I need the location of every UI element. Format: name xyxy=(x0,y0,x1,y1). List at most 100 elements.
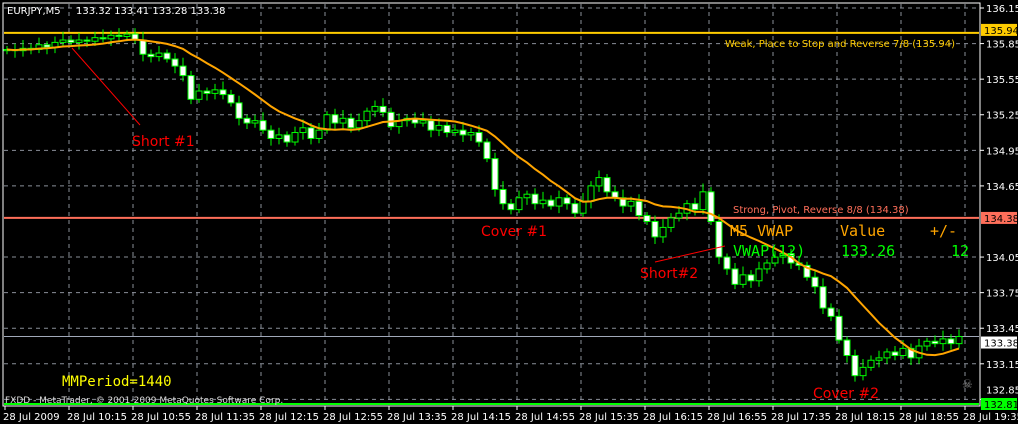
candle-bull xyxy=(91,37,99,42)
candle-bear xyxy=(187,75,195,100)
candle-bull xyxy=(579,200,587,214)
x-tick-label: 28 Jul 12:55 xyxy=(323,412,383,423)
candle-bull xyxy=(675,212,683,219)
x-tick-label: 28 Jul 15:35 xyxy=(579,412,639,423)
candle-bull xyxy=(451,129,459,134)
candle-bear xyxy=(691,203,699,211)
candle-bear xyxy=(43,44,51,48)
short1-annotation: Short #1 xyxy=(132,134,195,150)
candle-bull xyxy=(875,357,883,361)
candle-bear xyxy=(835,315,843,341)
candle-bull xyxy=(467,132,475,136)
candle-bull xyxy=(539,199,547,205)
candle-bear xyxy=(387,111,395,128)
copyright-text: FXDD - MetaTrader, © 2001-2009 MetaQuote… xyxy=(5,396,283,406)
price-label-box xyxy=(981,336,1017,349)
candle-bull xyxy=(587,185,595,202)
skull-icon: ☠ xyxy=(962,377,973,391)
candle-bull xyxy=(363,110,371,122)
candle-bull xyxy=(739,274,747,285)
candle-bull xyxy=(291,132,299,143)
candle-bear xyxy=(459,129,467,136)
candle-bull xyxy=(659,226,667,238)
candle-bull xyxy=(555,197,563,207)
candle-bear xyxy=(115,34,123,37)
vwap-row-change: 12 xyxy=(951,242,969,260)
candle-bear xyxy=(547,199,555,207)
x-tick-label: 28 Jul 13:35 xyxy=(387,412,447,423)
candle-bear xyxy=(379,105,387,113)
candle-bear xyxy=(499,188,507,205)
candle-bear xyxy=(747,274,755,282)
candle-bear xyxy=(803,264,811,278)
candle-bear xyxy=(947,338,955,345)
strong-level-label: Strong, Pivot, Reverse 8/8 (134.38) xyxy=(733,205,909,216)
y-tick-label: 134.65 xyxy=(986,182,1018,193)
candle-bull xyxy=(755,268,763,282)
y-tick-label: 135.85 xyxy=(986,40,1018,51)
candle-bull xyxy=(371,105,379,112)
candle-bear xyxy=(443,124,451,134)
candle-bear xyxy=(715,220,723,258)
candle-bull xyxy=(667,217,675,228)
candle-bear xyxy=(475,132,483,143)
candle-bear xyxy=(483,141,491,160)
candle-bear xyxy=(819,286,827,309)
candle-bear xyxy=(139,39,147,55)
candle-bear xyxy=(723,256,731,270)
candle-bear xyxy=(267,129,275,139)
candle-bull xyxy=(339,117,347,124)
candle-bear xyxy=(83,39,91,42)
weak-level-label: Weak, Place to Stop and Reverse 7/8 (135… xyxy=(725,39,955,50)
candle-bear xyxy=(827,307,835,317)
symbol-label: EURJPY,M5 xyxy=(7,6,61,17)
candle-bull xyxy=(75,39,83,43)
vwap-row-value: 133.26 xyxy=(841,242,895,260)
x-tick-label: 28 Jul 10:15 xyxy=(67,412,127,423)
y-tick-label: 133.75 xyxy=(986,289,1018,300)
candle-bear xyxy=(507,203,515,211)
x-tick-label: 28 Jul 16:15 xyxy=(643,412,703,423)
candle-bear xyxy=(731,268,739,285)
candle-bear xyxy=(891,351,899,356)
y-tick-label: 135.25 xyxy=(986,111,1018,122)
x-tick-label: 28 Jul 12:15 xyxy=(259,412,319,423)
candle-bull xyxy=(419,120,427,124)
candle-bear xyxy=(283,134,291,143)
candle-bull xyxy=(867,359,875,368)
moving-average-line xyxy=(6,38,960,357)
candle-bear xyxy=(531,193,539,205)
candle-bull xyxy=(523,193,531,199)
candle-bull xyxy=(883,351,891,359)
candle-bear xyxy=(219,89,227,96)
plot-frame xyxy=(2,2,981,407)
y-tick-label: 135.55 xyxy=(986,75,1018,86)
x-tick-label: 28 Jul 19:35 xyxy=(963,412,1018,423)
candle-bear xyxy=(603,177,611,193)
candle-bear xyxy=(67,39,75,43)
candle-bull xyxy=(123,33,131,37)
candle-bull xyxy=(299,127,307,134)
candle-bull xyxy=(59,39,67,43)
candle-bull xyxy=(699,191,707,211)
candle-bull xyxy=(763,262,771,270)
x-tick-label: 28 Jul 18:55 xyxy=(899,412,959,423)
candle-bear xyxy=(811,276,819,288)
candle-bull xyxy=(515,197,523,211)
candle-bull xyxy=(155,52,163,58)
x-tick-label: 28 Jul 18:15 xyxy=(835,412,895,423)
candle-bear xyxy=(563,197,571,205)
candle-bear xyxy=(643,215,651,222)
price-axis[interactable]: 136.15 135.85 135.55 135.25 134.95 134.65 134.… xyxy=(980,4,1018,411)
price-label: 135.94 xyxy=(984,26,1018,37)
candle-bear xyxy=(851,354,859,377)
time-axis[interactable]: 28 Jul 2009 28 Jul 10:15 28 Jul 10:55 28 Ju… xyxy=(3,406,1018,423)
candle-bull xyxy=(275,134,283,139)
candle-bull xyxy=(315,129,323,139)
candle-bear xyxy=(235,102,243,119)
candle-bear xyxy=(843,339,851,356)
candle-bull xyxy=(771,256,779,264)
candle-bull xyxy=(595,177,603,187)
candle-bull xyxy=(195,90,203,100)
